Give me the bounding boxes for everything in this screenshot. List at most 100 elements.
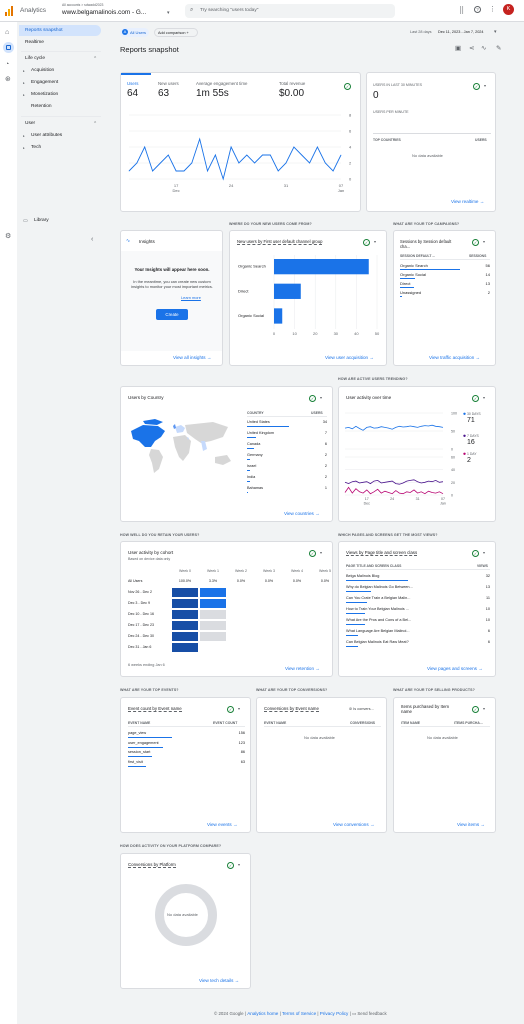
apps-grid-icon[interactable]: ⣿ xyxy=(459,7,465,14)
view-traffic-acquisition-link[interactable]: View traffic acquisition → xyxy=(429,355,481,360)
dropdown-arrow-icon[interactable]: ▾ xyxy=(483,239,486,244)
search-box[interactable]: ⌕ Try searching "users today" xyxy=(185,4,395,18)
y-tick-label: 2 xyxy=(349,161,352,166)
cohort-cell[interactable] xyxy=(172,588,198,597)
metric-label-engagement-time[interactable]: Average engagement time xyxy=(196,81,248,86)
x-tick-label: 31 xyxy=(416,497,420,501)
dropdown-arrow-icon[interactable]: ▾ xyxy=(320,395,323,400)
view-conversions-link[interactable]: View conversions → xyxy=(333,822,375,827)
chevron-up-icon[interactable]: ⌃ xyxy=(93,121,98,127)
nav-engagement[interactable]: Engagement xyxy=(31,80,59,85)
cohort-cell[interactable] xyxy=(200,621,226,630)
cohort-cell[interactable] xyxy=(172,610,198,619)
country-card-title[interactable]: Users by Country xyxy=(128,395,164,400)
collapse-chevron-icon[interactable]: ‹ xyxy=(91,236,94,243)
explore-icon[interactable]: ◔ xyxy=(5,61,10,68)
platform-title[interactable]: Conversions by Platform xyxy=(128,862,176,868)
cohort-cell[interactable] xyxy=(172,621,198,630)
cohort-cell[interactable] xyxy=(172,643,198,652)
footer-link-terms[interactable]: Terms of Service xyxy=(281,1011,317,1016)
cohort-cell[interactable] xyxy=(200,632,226,641)
customize-report-icon[interactable]: ▣ xyxy=(455,45,462,52)
activity-card: User activity over time ✓ ▾ 100 50 0 60 40 20… xyxy=(338,386,496,522)
nav-acquisition[interactable]: Acquisition xyxy=(31,68,55,73)
dropdown-arrow-icon[interactable]: ▾ xyxy=(320,550,323,555)
dropdown-arrow-icon[interactable]: ▾ xyxy=(483,706,486,711)
chevron-down-icon[interactable]: ▾ xyxy=(494,29,497,35)
create-button[interactable]: Create xyxy=(156,309,188,320)
nav-user-attributes[interactable]: User attributes xyxy=(31,133,63,138)
conversions-title[interactable]: Conversions by Event name xyxy=(264,706,319,712)
dropdown-arrow-icon[interactable]: ▾ xyxy=(374,239,377,244)
chevron-down-icon[interactable]: ▾ xyxy=(167,10,170,16)
dropdown-arrow-icon[interactable]: ▾ xyxy=(484,83,487,88)
share-icon[interactable]: ⋖ xyxy=(469,45,475,52)
channel-card-title[interactable]: New users by First user default channel … xyxy=(237,239,323,245)
learn-more-link[interactable]: Learn more xyxy=(181,295,201,300)
view-events-link[interactable]: View events → xyxy=(207,822,238,827)
dropdown-arrow-icon[interactable]: ▾ xyxy=(238,706,241,711)
nav-reports-snapshot[interactable]: Reports snapshot xyxy=(25,28,63,33)
insights-icon[interactable]: ∿ xyxy=(481,45,487,52)
nav-monetization[interactable]: Monetization xyxy=(31,92,59,97)
edit-icon[interactable]: ✎ xyxy=(496,45,502,52)
table-cell-views: 10 xyxy=(485,618,490,622)
help-icon[interactable]: ? xyxy=(474,6,481,13)
view-realtime-link[interactable]: View realtime → xyxy=(451,199,485,204)
bar[interactable] xyxy=(274,283,301,299)
col-event-name: EVENT NAME xyxy=(264,721,287,725)
date-range-picker[interactable]: Dec 11, 2023 - Jan 7, 2024 xyxy=(438,30,484,34)
home-icon[interactable]: ⌂ xyxy=(5,29,10,36)
cohort-cell[interactable] xyxy=(172,599,198,608)
nav-library[interactable]: Library xyxy=(34,218,49,223)
avatar[interactable]: K xyxy=(503,4,514,15)
y-tick-label: 50 xyxy=(451,430,455,434)
view-tech-details-link[interactable]: View tech details → xyxy=(199,978,240,983)
send-feedback-link[interactable]: Send feedback xyxy=(357,1011,387,1016)
view-items-link[interactable]: View items → xyxy=(457,822,485,827)
search-input[interactable]: Try searching "users today" xyxy=(200,8,259,13)
nav-lifecycle-header[interactable]: Life cycle xyxy=(25,56,45,61)
view-countries-link[interactable]: View countries → xyxy=(284,511,320,516)
footer-link-privacy[interactable]: Privacy Policy xyxy=(319,1011,349,1016)
breadcrumb[interactable]: All accounts > sdwadd2023 xyxy=(62,3,104,7)
nav-retention[interactable]: Retention xyxy=(31,104,52,109)
dropdown-arrow-icon[interactable]: ▾ xyxy=(483,550,486,555)
chevron-up-icon[interactable]: ⌃ xyxy=(93,56,98,62)
cohort-cell[interactable] xyxy=(200,599,226,608)
reports-icon[interactable] xyxy=(3,42,14,53)
view-retention-link[interactable]: View retention → xyxy=(285,666,320,671)
view-user-acquisition-link[interactable]: View user acquisition → xyxy=(325,355,374,360)
dropdown-arrow-icon[interactable]: ▾ xyxy=(483,395,486,400)
metric-label-users[interactable]: Users xyxy=(127,81,139,86)
campaigns-title[interactable]: Sessions by Session default cha... xyxy=(400,239,452,249)
table-cell-users: 34 xyxy=(322,420,327,424)
nav-user-header[interactable]: User xyxy=(25,121,36,126)
events-title[interactable]: Event count by Event name xyxy=(128,706,182,712)
advertising-icon[interactable]: ⊛ xyxy=(5,76,11,83)
pages-title[interactable]: Views by Page title and screen class xyxy=(346,550,418,556)
insights-card: ∿ Insights Your Insights will appear her… xyxy=(120,230,223,366)
cohort-cell[interactable] xyxy=(172,632,198,641)
activity-card-title: User activity over time xyxy=(346,395,392,400)
nav-realtime[interactable]: Realtime xyxy=(25,40,44,45)
view-all-insights-link[interactable]: View all insights → xyxy=(173,355,212,360)
nav-tech[interactable]: Tech xyxy=(31,145,42,150)
side-nav: Reports snapshot Realtime Life cycle ⌃ ▸… xyxy=(17,22,103,252)
more-vert-icon[interactable]: ⋮ xyxy=(489,6,496,13)
conversion-filter[interactable]: ⊘ Is convers... xyxy=(349,707,374,711)
bar[interactable] xyxy=(274,308,283,324)
metric-label-total-revenue[interactable]: Total revenue xyxy=(279,81,306,86)
cohort-cell[interactable] xyxy=(200,610,226,619)
chip-all-users[interactable]: A All Users xyxy=(120,28,149,37)
footer-link-analytics-home[interactable]: Analytics home xyxy=(247,1011,279,1016)
property-selector[interactable]: www.belgamalinois.com - G... xyxy=(62,9,147,16)
products-title[interactable]: Items purchased by Item name xyxy=(401,704,450,715)
add-comparison-button[interactable]: Add comparison + xyxy=(154,28,198,37)
bar[interactable] xyxy=(274,259,369,275)
cohort-cell[interactable] xyxy=(200,588,226,597)
metric-label-new-users[interactable]: New users xyxy=(158,81,179,86)
settings-icon[interactable]: ⚙ xyxy=(5,233,12,240)
view-pages-link[interactable]: View pages and screens → xyxy=(427,666,483,671)
dropdown-arrow-icon[interactable]: ▾ xyxy=(238,862,241,867)
